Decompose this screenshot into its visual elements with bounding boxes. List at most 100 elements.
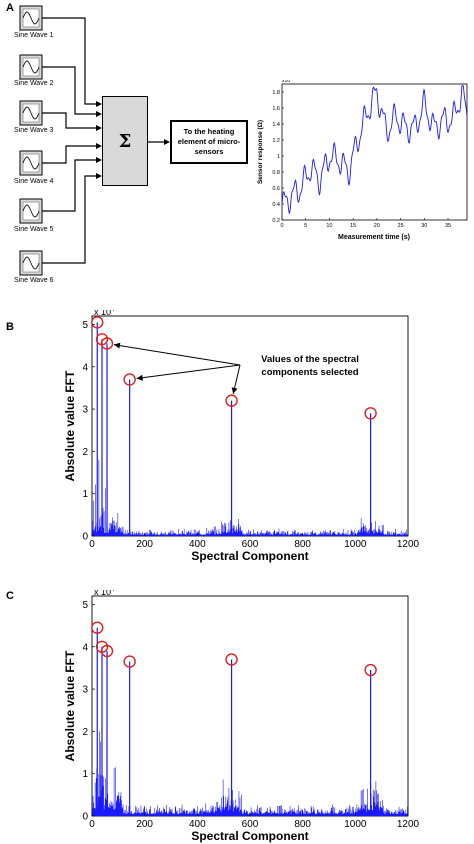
sine-wave-5-block bbox=[19, 198, 43, 224]
panel-a-letter: A bbox=[6, 2, 14, 14]
sine-wave-4-label: Sine Wave 4 bbox=[14, 178, 54, 185]
sensor-response-plot: 0.2 0.4 0.6 0.8 1 1.2 1.4 1.6 1.8 0 5 10 15 20 25 30 35… bbox=[257, 80, 468, 241]
sensor-x-tick-label: 35 bbox=[445, 223, 451, 229]
fft-b-y-exponent: x 104 bbox=[94, 310, 115, 317]
fft-c-x-tick-label: 1200 bbox=[397, 819, 420, 830]
sensor-x-label: Measurement time (s) bbox=[338, 234, 410, 241]
fft-c-x-label: Spectral Component bbox=[191, 829, 308, 843]
arrow-heads bbox=[96, 101, 170, 179]
fft-b-peak-marker bbox=[91, 316, 104, 329]
fft-c-y-tick-label: 2 bbox=[82, 727, 88, 738]
sine-wave-6-label: Sine Wave 6 bbox=[14, 277, 54, 284]
fft-b-x-label: Spectral Component bbox=[191, 549, 308, 563]
fft-b-peak-marker bbox=[123, 373, 136, 386]
sine-wave-3-label: Sine Wave 3 bbox=[14, 127, 54, 134]
sine-icon bbox=[22, 106, 40, 120]
fft-b-x-tick-label: 1200 bbox=[397, 539, 420, 550]
fft-b-x-tick-label: 0 bbox=[89, 539, 95, 550]
fft-c-x-tick-label: 800 bbox=[294, 819, 311, 830]
fft-b-x-tick-label: 1000 bbox=[344, 539, 367, 550]
sine-wave-1-label: Sine Wave 1 bbox=[14, 32, 54, 39]
fft-c-x-tick-label: 600 bbox=[242, 819, 259, 830]
sine-icon bbox=[22, 204, 40, 218]
panel-b-letter: B bbox=[6, 321, 14, 333]
fft-chart-c: 0 1 2 3 4 5 0 200 400 600 800 1000 1200 x 104 Spectral… bbox=[63, 590, 420, 843]
heating-element-label: To the heating element of micro-sensors bbox=[177, 127, 241, 156]
fft-chart-b: 0 1 2 3 4 5 0 200 400 600 800 1000 1200 x 104 Spectral… bbox=[63, 310, 420, 563]
fft-c-peak-marker bbox=[91, 621, 104, 634]
fft-c-y-tick-label: 4 bbox=[82, 642, 88, 653]
fft-c-peak-marker bbox=[100, 644, 114, 658]
fft-b-x-tick-label: 600 bbox=[242, 539, 259, 550]
fft-c-y-exponent: x 104 bbox=[94, 590, 115, 597]
sensor-y-tick-label: 0.6 bbox=[272, 186, 280, 192]
fft-c-plot-frame bbox=[91, 595, 409, 817]
sensor-y-tick-label: 0.8 bbox=[272, 170, 280, 176]
fft-c-y-tick-label: 0 bbox=[82, 812, 88, 823]
heating-element-box: To the heating element of micro-sensors bbox=[170, 120, 248, 164]
fft-c-y-tick-label: 3 bbox=[82, 685, 88, 696]
fft-b-peak-marker bbox=[364, 407, 377, 420]
fft-c-x-tick-label: 400 bbox=[189, 819, 206, 830]
sine-wave-3-block bbox=[19, 100, 43, 126]
panel-c-letter: C bbox=[6, 590, 14, 602]
sine-wave-1-block bbox=[19, 5, 43, 31]
fft-b-annotation-arrows bbox=[113, 342, 241, 394]
diagram-wires bbox=[19, 5, 170, 276]
sensor-y-tick-label: 0.4 bbox=[272, 202, 280, 208]
sine-icon bbox=[22, 11, 40, 25]
fft-c-y-tick-label: 1 bbox=[82, 769, 88, 780]
sine-icon bbox=[22, 60, 40, 74]
sensor-x-tick-label: 30 bbox=[421, 223, 427, 229]
sensor-y-tick-label: 1.6 bbox=[272, 106, 280, 112]
fft-c-y-tick-label: 5 bbox=[82, 600, 88, 611]
sensor-x-tick-label: 20 bbox=[374, 223, 380, 229]
fft-c-peak-marker bbox=[225, 653, 238, 666]
sensor-y-tick-label: 0.2 bbox=[272, 218, 280, 224]
sensor-y-label: Sensor response (Ω) bbox=[257, 120, 264, 184]
fft-b-y-tick-label: 4 bbox=[82, 362, 88, 373]
sensor-x-tick-label: 25 bbox=[398, 223, 404, 229]
sensor-y-tick-label: 1.8 bbox=[272, 90, 280, 96]
sensor-y-exponent: x106 bbox=[282, 80, 293, 84]
sigma-symbol: Σ bbox=[118, 130, 132, 152]
fft-c-y-label: Absolute value FFT bbox=[63, 650, 77, 761]
fft-c-peak-marker bbox=[123, 655, 136, 668]
fft-b-peak-marker bbox=[225, 394, 238, 407]
fft-b-annotation-line-2: components selected bbox=[261, 367, 358, 378]
signal-wires bbox=[42, 17, 167, 264]
sine-wave-6-block bbox=[19, 250, 43, 276]
sensor-plot-frame bbox=[281, 83, 468, 221]
sensor-y-tick-label: 1 bbox=[277, 154, 280, 160]
fft-b-peak-marker bbox=[100, 337, 114, 350]
fft-b-x-tick-label: 800 bbox=[294, 539, 311, 550]
sine-wave-2-label: Sine Wave 2 bbox=[14, 80, 54, 87]
sensor-y-tick-label: 1.4 bbox=[272, 122, 280, 128]
fft-c-x-tick-label: 200 bbox=[136, 819, 153, 830]
fft-b-y-tick-label: 2 bbox=[82, 447, 88, 458]
sine-icon bbox=[22, 256, 40, 270]
fft-b-y-tick-label: 5 bbox=[82, 320, 88, 331]
fft-b-y-tick-label: 0 bbox=[82, 532, 88, 543]
sine-icon bbox=[22, 156, 40, 170]
fft-c-x-tick-label: 1000 bbox=[344, 819, 367, 830]
sensor-x-tick-label: 0 bbox=[280, 223, 283, 229]
fft-b-x-tick-label: 400 bbox=[189, 539, 206, 550]
summation-block: Σ bbox=[102, 96, 148, 186]
fft-b-y-tick-label: 3 bbox=[82, 405, 88, 416]
sensor-x-tick-label: 15 bbox=[350, 223, 356, 229]
sine-wave-4-block bbox=[19, 150, 43, 176]
sine-wave-5-label: Sine Wave 5 bbox=[14, 226, 54, 233]
fft-b-y-label: Absolute value FFT bbox=[63, 370, 77, 481]
fft-b-y-tick-label: 1 bbox=[82, 489, 88, 500]
fft-b-x-tick-label: 200 bbox=[136, 539, 153, 550]
fft-c-peak-marker bbox=[364, 663, 377, 677]
fft-b-annotation-line-1: Values of the spectral bbox=[261, 354, 359, 365]
sensor-x-tick-label: 10 bbox=[326, 223, 332, 229]
fft-c-x-tick-label: 0 bbox=[89, 819, 95, 830]
sensor-x-tick-label: 5 bbox=[304, 223, 307, 229]
sensor-response-line bbox=[281, 85, 468, 215]
fft-b-plot-frame bbox=[91, 315, 409, 537]
sensor-y-tick-label: 1.2 bbox=[272, 138, 280, 144]
sine-wave-2-block bbox=[19, 54, 43, 80]
